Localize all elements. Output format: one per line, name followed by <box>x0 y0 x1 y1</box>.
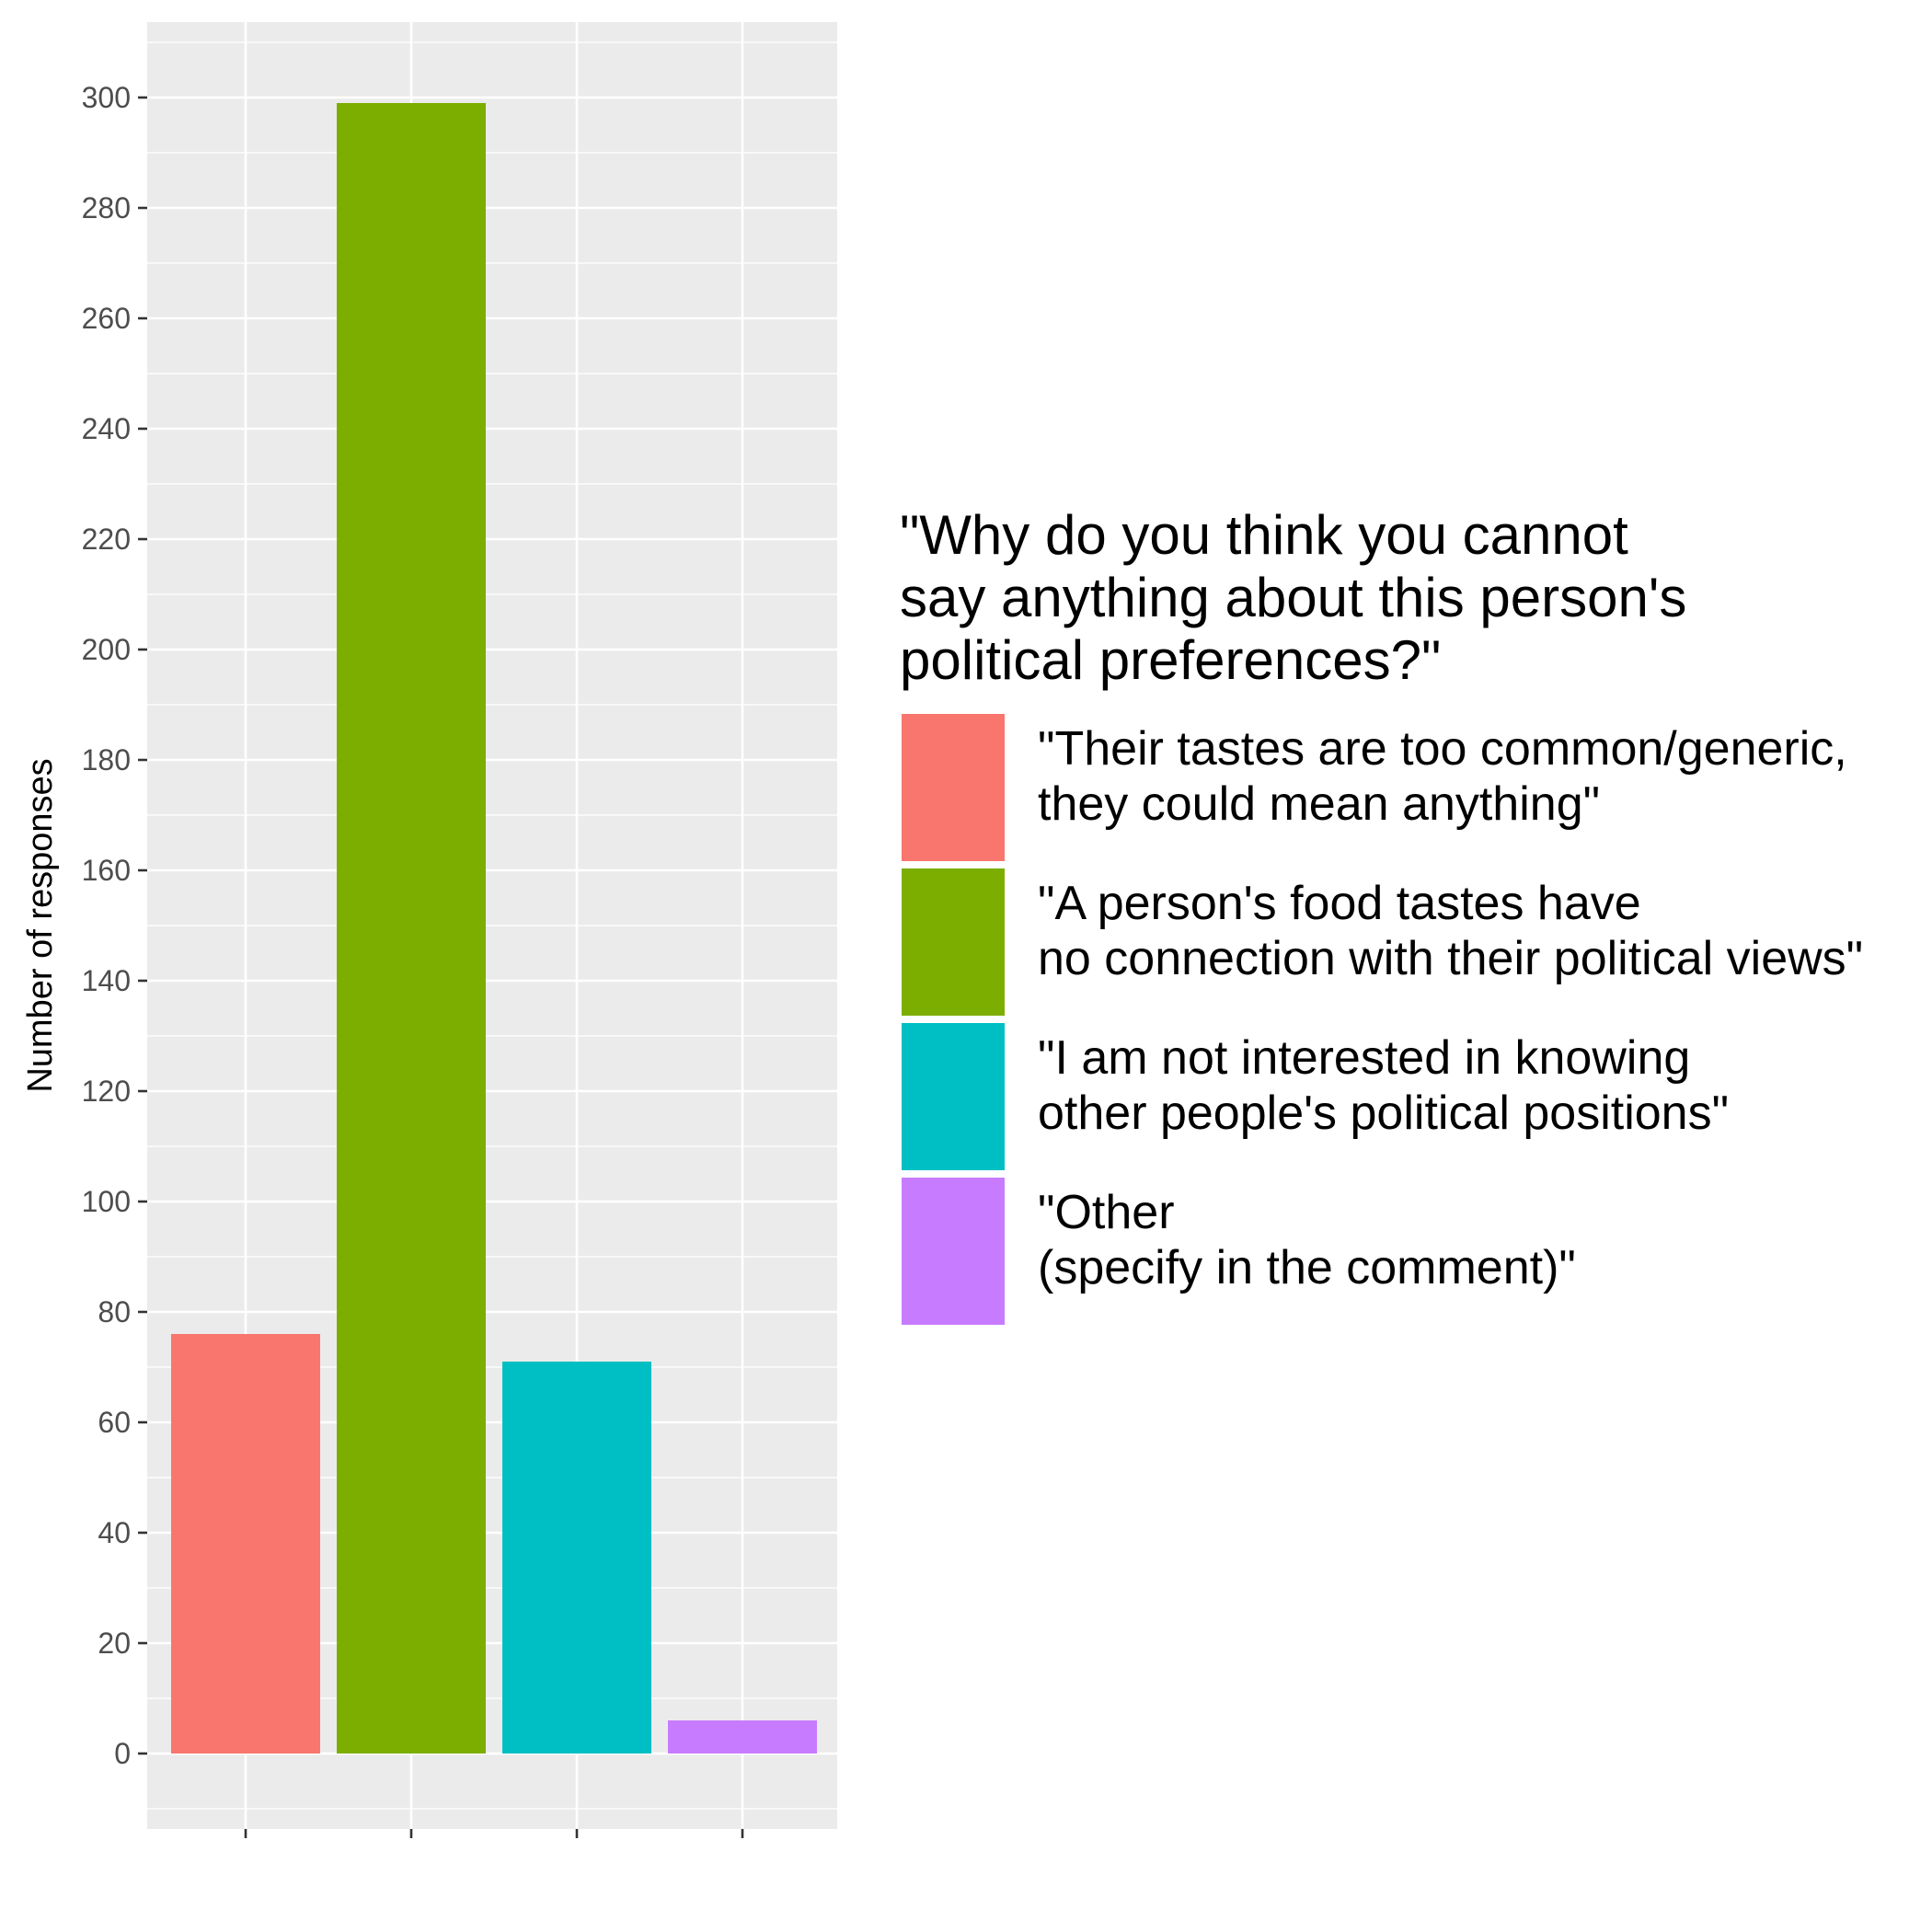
legend-key-swatch <box>900 1176 1006 1327</box>
legend-title: "Why do you think you cannot say anythin… <box>900 504 1921 692</box>
bar <box>502 1362 651 1754</box>
y-tick-label: 180 <box>82 743 131 776</box>
y-tick-label: 280 <box>82 191 131 224</box>
y-tick-label: 140 <box>82 964 131 997</box>
legend-label: "I am not interested in knowing other pe… <box>1038 1031 1730 1140</box>
legend-label: "A person's food tastes have no connecti… <box>1038 877 1864 985</box>
y-axis-title: Number of responses <box>21 758 60 1092</box>
legend-key-swatch <box>900 867 1006 1018</box>
y-tick-label: 20 <box>98 1627 131 1660</box>
legend-label: "Their tastes are too common/generic, th… <box>1038 722 1847 831</box>
bar <box>171 1334 320 1754</box>
y-tick-label: 240 <box>82 412 131 445</box>
legend-item-other: "Other (specify in the comment)" <box>900 1176 1921 1330</box>
legend-key-swatch <box>900 712 1006 863</box>
legend-key-swatch <box>900 1021 1006 1172</box>
y-tick-label: 260 <box>82 302 131 335</box>
bar <box>337 103 486 1754</box>
y-tick-label: 220 <box>82 523 131 556</box>
legend-title-text: "Why do you think you cannot say anythin… <box>900 504 1687 691</box>
y-axis: 0 20 40 60 80 100 120 140 160 180 200 220 240 260 280 3… <box>82 81 147 1770</box>
legend-item-not-interested: "I am not interested in knowing other pe… <box>900 1021 1921 1176</box>
bars <box>171 103 817 1754</box>
y-tick-label: 100 <box>82 1185 131 1218</box>
legend: "Why do you think you cannot say anythin… <box>900 504 1921 1330</box>
y-tick-label: 60 <box>98 1406 131 1439</box>
y-tick-label: 300 <box>82 81 131 114</box>
y-tick-label: 200 <box>82 633 131 666</box>
legend-item-no-connection: "A person's food tastes have no connecti… <box>900 867 1921 1021</box>
legend-item-common-generic: "Their tastes are too common/generic, th… <box>900 712 1921 867</box>
legend-label: "Other (specify in the comment)" <box>1038 1186 1576 1294</box>
y-tick-label: 80 <box>98 1295 131 1328</box>
y-tick-label: 0 <box>114 1737 131 1770</box>
y-tick-label: 40 <box>98 1516 131 1549</box>
y-tick-label: 160 <box>82 854 131 887</box>
x-axis <box>244 1829 744 1838</box>
y-tick-label: 120 <box>82 1075 131 1108</box>
bar <box>668 1720 817 1754</box>
